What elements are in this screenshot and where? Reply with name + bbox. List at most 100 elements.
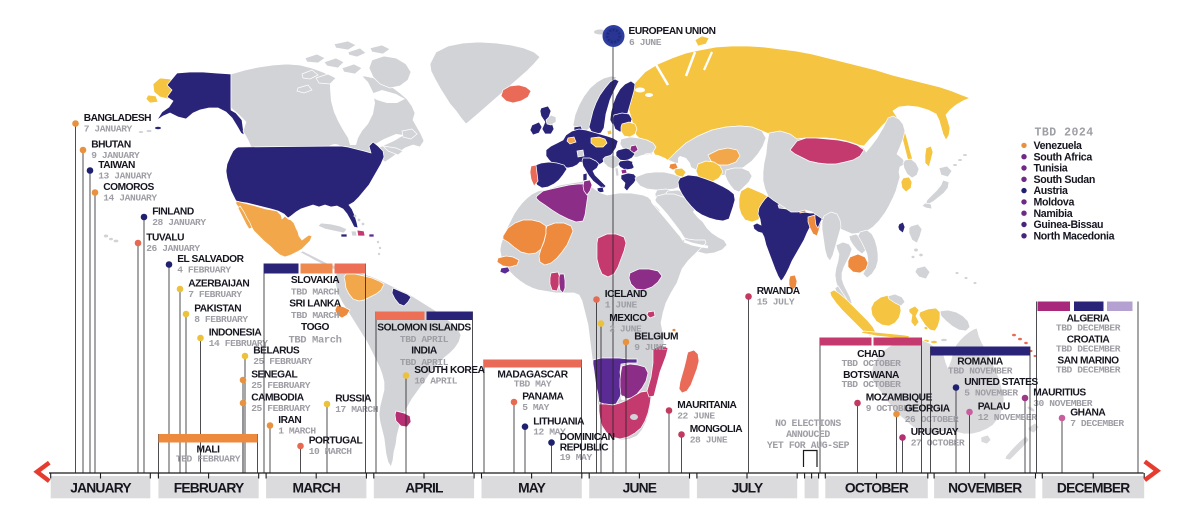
svg-text:MAURITANIA: MAURITANIA (677, 400, 737, 411)
svg-text:9 JANUARY: 9 JANUARY (91, 150, 140, 161)
svg-text:BELGIUM: BELGIUM (634, 332, 678, 343)
svg-text:SOUTH KOREA: SOUTH KOREA (414, 365, 485, 376)
svg-text:TBD DECEMBER: TBD DECEMBER (1056, 343, 1121, 354)
svg-text:9 OCTOBER: 9 OCTOBER (866, 403, 915, 414)
svg-text:DOMINICAN: DOMINICAN (560, 432, 615, 443)
svg-text:EUROPEAN UNION: EUROPEAN UNION (629, 26, 716, 37)
svg-text:NO ELECTIONS: NO ELECTIONS (775, 418, 841, 429)
svg-text:RUSSIA: RUSSIA (335, 394, 372, 405)
svg-text:TUVALU: TUVALU (146, 233, 184, 244)
svg-text:SLOVAKIA: SLOVAKIA (291, 275, 340, 286)
svg-text:GHANA: GHANA (1070, 408, 1106, 419)
svg-text:TBD APRIL: TBD APRIL (400, 357, 449, 368)
svg-text:DECEMBER: DECEMBER (1057, 481, 1130, 496)
svg-text:Moldova: Moldova (1034, 197, 1075, 209)
svg-text:4 FEBRUARY: 4 FEBRUARY (177, 264, 231, 275)
svg-text:South Africa: South Africa (1034, 151, 1093, 163)
svg-text:JANUARY: JANUARY (70, 481, 131, 496)
svg-text:22 JUNE: 22 JUNE (677, 410, 715, 421)
svg-text:Guinea-Bissau: Guinea-Bissau (1034, 219, 1104, 231)
svg-text:CROATIA: CROATIA (1067, 334, 1111, 345)
svg-text:OCTOBER: OCTOBER (845, 481, 909, 496)
svg-text:LITHUANIA: LITHUANIA (533, 416, 585, 427)
svg-text:TAIWAN: TAIWAN (98, 160, 135, 171)
svg-text:INDIA: INDIA (411, 346, 438, 357)
svg-text:27 OCTOBER: 27 OCTOBER (911, 437, 965, 448)
svg-text:North Macedonia: North Macedonia (1034, 230, 1115, 242)
svg-text:PORTUGAL: PORTUGAL (309, 436, 363, 447)
svg-text:MADAGASCAR: MADAGASCAR (497, 369, 568, 380)
svg-text:ICELAND: ICELAND (605, 289, 647, 300)
svg-text:MALI: MALI (196, 444, 220, 455)
svg-text:BANGLADESH: BANGLADESH (84, 113, 151, 124)
svg-text:SAN MARINO: SAN MARINO (1057, 355, 1119, 366)
svg-text:14 FEBRUARY: 14 FEBRUARY (209, 338, 269, 349)
svg-text:1 MARCH: 1 MARCH (278, 425, 316, 436)
svg-text:8 FEBRUARY: 8 FEBRUARY (194, 314, 248, 325)
svg-text:28 JUNE: 28 JUNE (690, 434, 728, 445)
svg-text:INDONESIA: INDONESIA (209, 328, 263, 339)
svg-text:2 JUNE: 2 JUNE (609, 323, 642, 334)
svg-text:Venezuela: Venezuela (1034, 140, 1083, 152)
svg-text:28 JANUARY: 28 JANUARY (152, 217, 206, 228)
svg-text:Tunisia: Tunisia (1034, 163, 1068, 175)
svg-text:ROMANIA: ROMANIA (957, 356, 1004, 367)
svg-text:URUGUAY: URUGUAY (911, 427, 959, 438)
svg-text:FINLAND: FINLAND (152, 207, 194, 218)
svg-text:RWANDA: RWANDA (757, 286, 801, 297)
svg-text:MONGOLIA: MONGOLIA (690, 424, 744, 435)
svg-text:FEBRUARY: FEBRUARY (174, 481, 244, 496)
svg-text:30 NOVEMBER: 30 NOVEMBER (1033, 398, 1093, 409)
svg-text:PALAU: PALAU (978, 402, 1010, 413)
svg-text:IRAN: IRAN (278, 415, 301, 426)
svg-text:CHAD: CHAD (857, 349, 885, 360)
svg-text:JUNE: JUNE (623, 481, 657, 496)
svg-text:REPUBLIC: REPUBLIC (560, 443, 610, 454)
svg-text:SRI LANKA: SRI LANKA (289, 299, 342, 310)
svg-text:TBD DECEMBER: TBD DECEMBER (1056, 364, 1121, 375)
svg-text:PANAMA: PANAMA (522, 392, 564, 403)
svg-text:ANNOUCED: ANNOUCED (786, 429, 830, 440)
svg-text:15 JULY: 15 JULY (757, 296, 795, 307)
svg-text:7 FEBRUARY: 7 FEBRUARY (188, 289, 242, 300)
svg-text:NOVEMBER: NOVEMBER (948, 481, 1022, 496)
svg-text:MARCH: MARCH (293, 481, 341, 496)
svg-text:7 JANUARY: 7 JANUARY (84, 123, 133, 134)
svg-text:CAMBODIA: CAMBODIA (251, 393, 305, 404)
svg-text:GEORGIA: GEORGIA (905, 404, 951, 415)
svg-text:13 JANUARY: 13 JANUARY (98, 170, 152, 181)
svg-text:12 NOVEMBER: 12 NOVEMBER (978, 412, 1038, 423)
svg-text:TBD MARCH: TBD MARCH (291, 310, 340, 321)
svg-text:MAURITIUS: MAURITIUS (1033, 388, 1086, 399)
svg-text:TBD OCTOBER: TBD OCTOBER (842, 379, 902, 390)
svg-text:YET FOR AUG-SEP: YET FOR AUG-SEP (767, 440, 850, 451)
svg-text:MOZAMBIQUE: MOZAMBIQUE (866, 393, 933, 404)
svg-text:BELARUS: BELARUS (253, 346, 300, 357)
svg-text:TBD MAY: TBD MAY (514, 378, 552, 389)
svg-text:TBD FEBRUARY: TBD FEBRUARY (176, 453, 241, 464)
svg-text:MAY: MAY (518, 481, 546, 496)
svg-text:TBD OCTOBER: TBD OCTOBER (842, 358, 902, 369)
svg-text:UNITED STATES: UNITED STATES (964, 377, 1038, 388)
svg-text:17 MARCH: 17 MARCH (335, 404, 379, 415)
svg-text:EL SALVADOR: EL SALVADOR (177, 254, 244, 265)
svg-text:ALGERIA: ALGERIA (1067, 313, 1111, 324)
svg-text:10 MARCH: 10 MARCH (309, 446, 353, 457)
svg-text:5 MAY: 5 MAY (522, 402, 549, 413)
svg-text:SENEGAL: SENEGAL (251, 370, 297, 381)
svg-text:26 OCTOBER: 26 OCTOBER (905, 414, 959, 425)
svg-text:Namibia: Namibia (1034, 208, 1073, 220)
svg-text:TBD NOVEMBER: TBD NOVEMBER (948, 365, 1013, 376)
svg-text:COMOROS: COMOROS (103, 182, 154, 193)
svg-text:12 MAY: 12 MAY (533, 427, 566, 438)
svg-text:10 APRIL: 10 APRIL (414, 375, 458, 386)
svg-text:6 JUNE: 6 JUNE (629, 37, 662, 48)
svg-text:TOGO: TOGO (301, 322, 330, 333)
svg-text:BHUTAN: BHUTAN (91, 140, 131, 151)
svg-text:South Sudan: South Sudan (1034, 174, 1095, 186)
svg-text:TBD March: TBD March (288, 335, 341, 347)
svg-text:Austria: Austria (1034, 185, 1069, 197)
svg-text:PAKISTAN: PAKISTAN (194, 304, 241, 315)
svg-text:MEXICO: MEXICO (609, 313, 647, 324)
svg-text:BOTSWANA: BOTSWANA (843, 370, 900, 381)
